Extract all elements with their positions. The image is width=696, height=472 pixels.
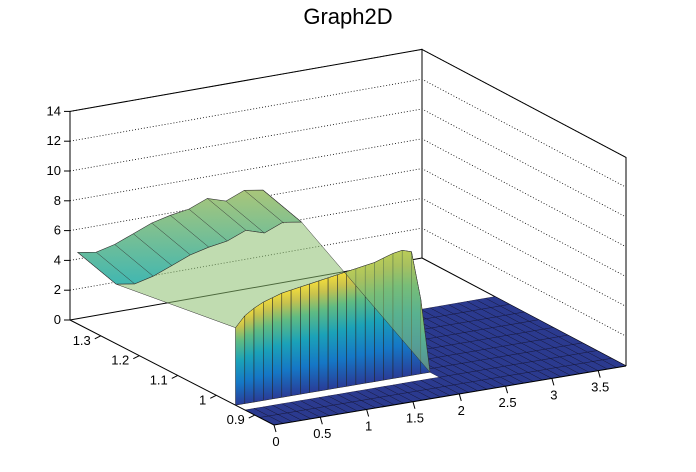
x-tick <box>551 378 555 386</box>
mesh-line <box>77 252 117 285</box>
chart-title: Graph2D <box>303 4 393 29</box>
gridline-z-6 <box>69 168 627 277</box>
floor-cell <box>484 296 511 307</box>
surface-front-strip <box>290 286 301 397</box>
mesh-line <box>114 244 154 277</box>
surface-front-strip <box>300 283 310 395</box>
surface-front-strip <box>281 289 292 398</box>
gridline-z-14 <box>69 48 627 158</box>
x-tick <box>273 424 277 433</box>
x-tick-label-0: 0 <box>272 434 279 449</box>
y-tick <box>133 355 140 360</box>
y-tick-label-1: 1 <box>199 392 206 407</box>
y-tick <box>94 335 102 340</box>
y-tick-label-1.1: 1.1 <box>150 372 168 387</box>
gridline-z-8 <box>69 138 627 248</box>
y-axis-line <box>69 319 275 426</box>
mesh-line <box>207 198 247 231</box>
x-axis-ticks: 0 0.5 1 1.5 2 2.5 3 3.5 <box>272 370 609 449</box>
mesh-line <box>244 190 284 223</box>
gridline-z-10 <box>69 108 627 218</box>
y-tick-label-1.3: 1.3 <box>73 333 91 348</box>
surface-front-strip <box>272 292 283 400</box>
y-axis-ticks: 0.9 1 1.1 1.2 1.3 <box>73 333 255 427</box>
x-tick <box>505 386 509 394</box>
z-tick-label-12: 12 <box>47 133 61 148</box>
surface-front-strip <box>346 268 357 387</box>
surface-front-strip <box>244 307 255 404</box>
mesh-line <box>188 208 228 242</box>
mesh-line <box>96 251 135 285</box>
y-tick <box>210 394 217 399</box>
z-tick-label-6: 6 <box>54 223 61 238</box>
axes <box>69 111 627 426</box>
x-tick-label-3: 3 <box>550 387 557 402</box>
surface-mesh <box>76 189 431 406</box>
x-tick-label-2: 2 <box>458 403 465 418</box>
x-tick-label-2.5: 2.5 <box>499 395 517 410</box>
x-tick <box>319 417 323 425</box>
x-tick <box>597 370 601 378</box>
gridline-z-2 <box>69 227 627 337</box>
surface-front-strip <box>253 301 264 403</box>
surface-front-strip <box>309 280 320 393</box>
x-tick-label-0.5: 0.5 <box>313 426 331 441</box>
z-gridlines <box>69 48 627 337</box>
surface-front-strip <box>235 314 246 406</box>
y-tick <box>248 414 255 419</box>
gridline-z-4 <box>69 197 627 307</box>
mesh-line <box>133 233 172 266</box>
y-tick-label-0.9: 0.9 <box>227 412 245 427</box>
mesh-line <box>262 189 302 223</box>
x-tick-label-3.5: 3.5 <box>591 380 609 395</box>
x-tick <box>366 409 370 417</box>
z-tick-label-10: 10 <box>47 163 61 178</box>
surface-front-strip <box>327 274 338 390</box>
x-tick-label-1: 1 <box>365 418 372 433</box>
z-tick-label-8: 8 <box>54 193 61 208</box>
z-axis-ticks: 0 2 4 6 8 10 12 14 <box>47 103 70 327</box>
x-tick-label-1.5: 1.5 <box>406 411 424 426</box>
surface-front-strip <box>263 297 273 401</box>
x-tick <box>458 393 462 402</box>
z-tick-label-0: 0 <box>54 312 61 327</box>
x-axis-line <box>273 365 627 426</box>
y-tick <box>171 375 178 379</box>
back-wall-right <box>421 48 627 366</box>
x-tick <box>412 401 416 409</box>
z-tick-label-2: 2 <box>54 282 61 297</box>
surface-front-strip <box>337 271 347 389</box>
mesh-line <box>170 215 209 248</box>
y-tick-label-1.2: 1.2 <box>111 353 129 368</box>
mesh-line <box>225 200 265 234</box>
gridline-z-12 <box>69 78 627 188</box>
surface-top <box>116 221 431 374</box>
z-tick-label-4: 4 <box>54 252 61 267</box>
mesh-line <box>151 222 191 256</box>
surface-front-strip <box>318 277 329 392</box>
z-tick-label-14: 14 <box>47 103 61 118</box>
